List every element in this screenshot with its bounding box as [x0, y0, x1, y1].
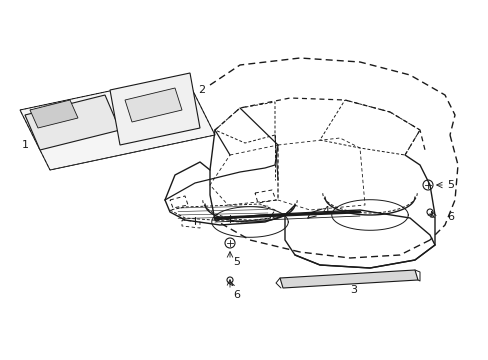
Polygon shape — [125, 88, 182, 122]
Text: 5: 5 — [232, 257, 240, 267]
Polygon shape — [30, 100, 78, 128]
Text: 3: 3 — [349, 285, 356, 295]
Text: 5: 5 — [446, 180, 453, 190]
Polygon shape — [20, 75, 215, 170]
Text: 6: 6 — [446, 212, 453, 222]
Polygon shape — [110, 73, 200, 145]
Text: 2: 2 — [198, 85, 204, 95]
Text: 6: 6 — [232, 290, 240, 300]
Text: 4: 4 — [321, 206, 328, 216]
Text: 1: 1 — [22, 140, 29, 150]
Polygon shape — [25, 95, 120, 150]
Polygon shape — [280, 270, 417, 288]
